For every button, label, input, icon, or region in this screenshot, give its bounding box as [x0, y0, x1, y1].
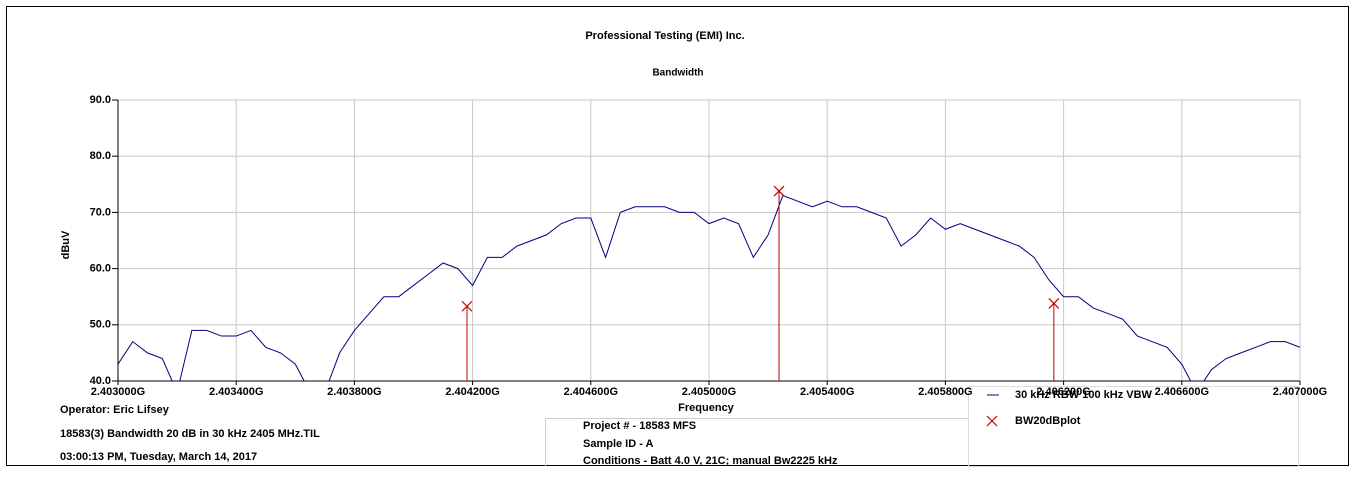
- marker: [773, 185, 785, 197]
- x-tick-label: 2.403400G: [209, 386, 263, 398]
- marker-stroke: [461, 300, 473, 312]
- x-tick-label: 2.403000G: [91, 386, 145, 398]
- project: Project # - 18583 MFS: [583, 420, 696, 432]
- legend-label: 30 kHz RBW 100 kHz VBW: [1015, 389, 1153, 401]
- x-tick-label: 2.406200G: [1036, 386, 1090, 398]
- marker: [1048, 298, 1060, 309]
- plot-area: [118, 185, 1300, 381]
- chart-subtitle: Bandwidth: [652, 68, 703, 79]
- marker: [461, 300, 473, 312]
- x-tick-label: 2.404200G: [445, 386, 499, 398]
- timestamp: 03:00:13 PM, Tuesday, March 14, 2017: [60, 451, 257, 463]
- y-tick-label: 70.0: [90, 206, 111, 218]
- marker-stroke: [773, 185, 785, 197]
- y-tick-label: 90.0: [90, 94, 111, 106]
- legend-box: [968, 386, 1299, 467]
- x-tick-label: 2.405400G: [800, 386, 854, 398]
- chart-title: Professional Testing (EMI) Inc.: [585, 30, 744, 42]
- x-tick-label: 2.407000G: [1273, 386, 1327, 398]
- x-tick-label: 2.406600G: [1155, 386, 1209, 398]
- trace: [118, 194, 1300, 381]
- legend-label: BW20dBplot: [1015, 415, 1081, 427]
- legend-swatch: [986, 415, 998, 427]
- y-tick-label: 60.0: [90, 263, 111, 275]
- x-axis-label: Frequency: [678, 402, 735, 414]
- y-axis-label: dBuV: [60, 230, 72, 259]
- x-tick-label: 2.405000G: [682, 386, 736, 398]
- y-tick-label: 80.0: [90, 150, 111, 162]
- marker-stroke: [1048, 298, 1060, 309]
- y-tick-label: 50.0: [90, 319, 111, 331]
- x-tick-label: 2.404600G: [564, 386, 618, 398]
- frame: [6, 6, 1349, 466]
- y-tick-label: 40.0: [90, 375, 111, 387]
- x-tick-label: 2.403800G: [327, 386, 381, 398]
- x-tick-label: 2.405800G: [918, 386, 972, 398]
- file-name: 18583(3) Bandwidth 20 dB in 30 kHz 2405 …: [60, 428, 320, 440]
- conditions: Conditions - Batt 4.0 V, 21C; manual Bw2…: [583, 455, 838, 467]
- sample-id: Sample ID - A: [583, 438, 654, 450]
- operator: Operator: Eric Lifsey: [60, 404, 170, 416]
